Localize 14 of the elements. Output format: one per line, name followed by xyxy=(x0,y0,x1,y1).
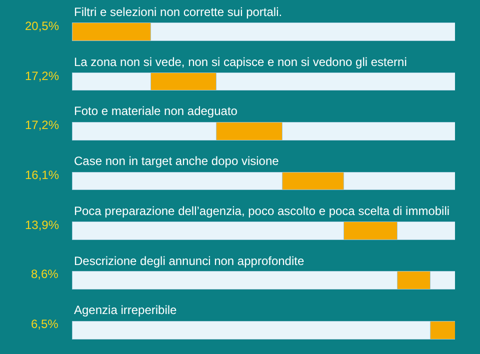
data-label: 17,2% xyxy=(25,118,60,132)
y-tick-label: Agenzia irreperibile xyxy=(74,303,178,317)
data-label: 13,9% xyxy=(25,218,60,232)
y-tick-label: Poca preparazione dell’agenzia, poco ascolto e poca scelta di immobili xyxy=(74,204,450,218)
data-label: 16,1% xyxy=(25,168,60,182)
data-label: 6,5% xyxy=(31,317,59,331)
y-tick-label: Case non in target anche dopo visione xyxy=(74,154,280,168)
data-label: 8,6% xyxy=(31,267,59,281)
y-tick-label: Foto e materiale non adeguato xyxy=(74,104,238,118)
data-label: 20,5% xyxy=(25,19,60,33)
y-tick-label: La zona non si vede, non si capisce e non si vedono gli esterni xyxy=(74,55,407,69)
y-tick-label: Filtri e selezioni non corrette sui portali. xyxy=(74,5,282,19)
y-tick-label: Descrizione degli annunci non approfondite xyxy=(74,254,304,268)
data-label: 17,2% xyxy=(25,69,60,83)
